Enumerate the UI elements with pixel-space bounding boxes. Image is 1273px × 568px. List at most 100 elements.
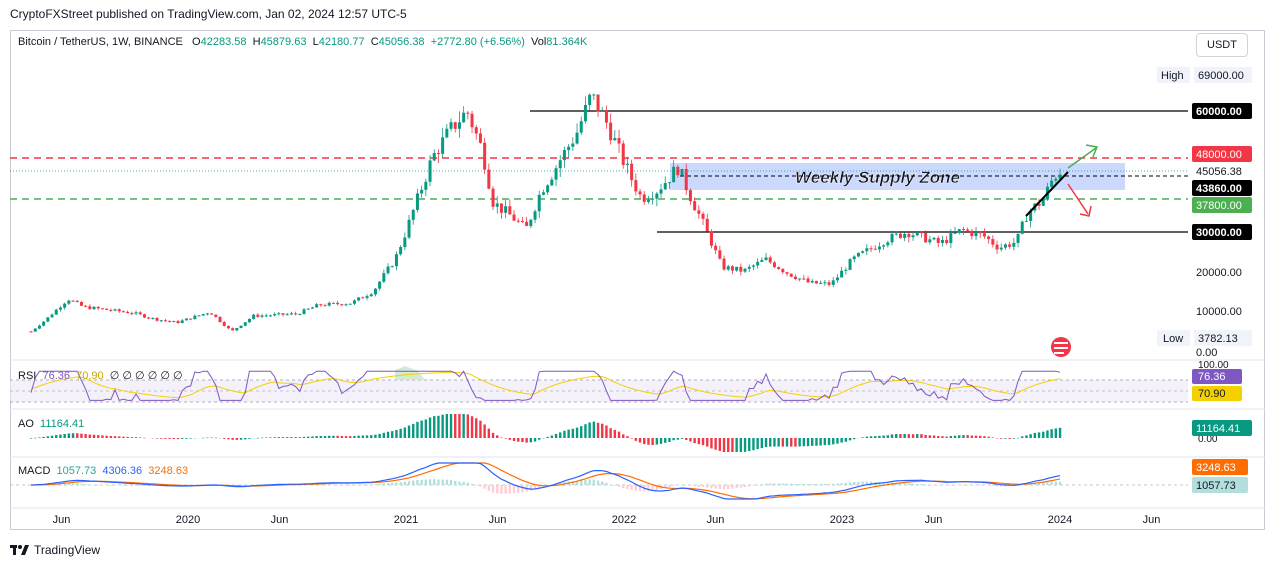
symbol-name[interactable]: Bitcoin / TetherUS, 1W, BINANCE	[18, 36, 183, 48]
candle-body	[184, 318, 188, 321]
tradingview-logo-icon	[10, 545, 29, 555]
ao-bar	[1058, 427, 1062, 438]
ao-bar	[399, 428, 402, 438]
candle-body	[134, 312, 138, 314]
svg-text:43860.00: 43860.00	[1196, 183, 1242, 195]
ao-bar	[798, 438, 801, 447]
rsi-legend[interactable]: RSI 76.36 70.90 ∅ ∅ ∅ ∅ ∅ ∅	[18, 370, 183, 382]
macd-hist-bar	[370, 484, 373, 486]
ao-bar	[731, 438, 734, 452]
ao-bar	[412, 423, 415, 438]
candle-body	[718, 250, 722, 259]
macd-hist-bar	[134, 485, 138, 486]
macd-hist-bar	[685, 485, 688, 486]
macd-hist-bar	[937, 485, 940, 486]
candle-body	[193, 315, 197, 320]
macd-hist-bar	[630, 485, 633, 490]
high-value: 45879.63	[260, 36, 307, 48]
macd-hist-bar	[983, 485, 986, 486]
candle-body	[411, 209, 415, 220]
macd-hist-bar	[722, 485, 726, 490]
candle-body	[663, 183, 667, 190]
ao-bar	[844, 438, 848, 442]
ao-bar	[806, 438, 810, 447]
candle-body	[289, 313, 293, 315]
candle-body	[592, 94, 596, 96]
candle-body	[1003, 244, 1007, 248]
candle-body	[33, 328, 37, 332]
candle-body	[554, 168, 558, 180]
footer-brand[interactable]: TradingView	[10, 543, 100, 557]
candle-body	[991, 239, 995, 245]
candle-body	[499, 203, 503, 213]
candle-body	[1037, 203, 1041, 206]
macd-hist-bar	[130, 485, 134, 486]
macd-hist-bar	[714, 485, 717, 489]
macd-line	[31, 462, 1061, 500]
time-axis-tick: 2021	[394, 514, 418, 526]
candle-body	[235, 328, 239, 331]
ao-bar	[832, 438, 835, 445]
currency-button[interactable]: USDT	[1196, 33, 1248, 57]
ao-bar	[672, 438, 675, 441]
ao-bar	[617, 431, 621, 438]
candle-body	[75, 300, 79, 302]
ao-bar	[605, 425, 608, 438]
candle-body	[508, 206, 512, 215]
ao-bar	[370, 435, 373, 438]
ao-axis-tick: 0.00	[1198, 434, 1218, 445]
ao-legend[interactable]: AO 11164.41	[18, 418, 85, 430]
close-value: 45056.38	[378, 36, 425, 48]
macd-hist-bar	[361, 484, 365, 486]
ao-bar	[130, 437, 134, 438]
ao-bar	[319, 435, 323, 438]
ao-bar	[941, 436, 944, 438]
ao-bar	[575, 427, 579, 438]
ao-bar	[680, 438, 684, 439]
candle-body	[42, 321, 46, 326]
ao-bar	[840, 438, 843, 443]
ao-bar	[903, 433, 906, 438]
candle-body	[588, 94, 592, 105]
time-axis[interactable]: Jun 2020 Jun 2021 Jun 2022 Jun 2023 Jun 2024 Jun	[53, 514, 1161, 526]
candle-body	[239, 325, 243, 329]
candle-body	[945, 239, 949, 244]
candle-body	[436, 153, 440, 155]
macd-hist-bar	[256, 484, 260, 486]
macd-legend[interactable]: MACD 1057.73 4306.36 3248.63	[18, 465, 189, 477]
macd-hist-bar	[974, 485, 978, 486]
candle-body	[205, 313, 209, 315]
ao-bar	[290, 437, 293, 438]
time-axis-tick: Jun	[925, 514, 943, 526]
macd-hist-bar	[88, 484, 92, 486]
macd-hist-bar	[328, 484, 331, 485]
ao-bar	[802, 438, 806, 447]
macd-hist-bar	[815, 484, 818, 485]
candle-body	[155, 317, 159, 321]
macd-hist-bar	[101, 485, 104, 486]
ao-bar	[256, 437, 260, 439]
ao-bar	[643, 438, 646, 445]
ao-bar	[546, 436, 549, 438]
candle-body	[180, 320, 184, 323]
macd-hist-bar	[962, 484, 965, 486]
candle-body	[680, 168, 684, 176]
ao-bar	[777, 438, 780, 447]
ao-bar	[1046, 430, 1049, 438]
macd-hist-bar	[428, 479, 432, 485]
candle-body	[302, 309, 306, 315]
macd-hist-bar	[151, 485, 155, 487]
candle-body	[478, 133, 482, 143]
candle-body	[567, 146, 571, 151]
macd-hist-bar	[794, 483, 797, 485]
candle-body	[714, 245, 718, 251]
ao-bar	[714, 438, 717, 450]
candle-body	[1012, 242, 1016, 247]
candle-body	[323, 305, 327, 307]
macd-value: 4306.36	[102, 465, 143, 477]
ao-bar	[496, 435, 499, 438]
candle-body	[67, 300, 71, 304]
bullish-arrow-icon	[1067, 144, 1099, 169]
macd-hist-bar	[382, 483, 386, 485]
